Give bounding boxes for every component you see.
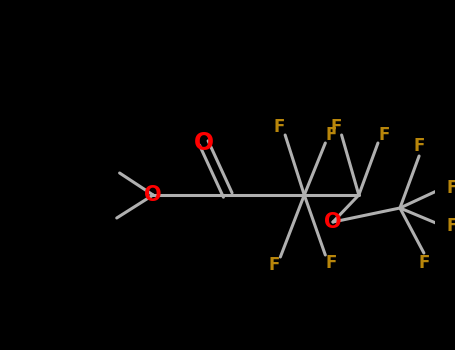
Text: F: F — [418, 254, 430, 272]
Text: F: F — [325, 254, 337, 272]
Text: F: F — [414, 137, 425, 155]
Text: O: O — [324, 212, 342, 232]
Text: F: F — [325, 126, 337, 144]
Text: F: F — [447, 217, 455, 235]
Text: O: O — [194, 131, 214, 155]
Text: F: F — [447, 179, 455, 197]
Text: F: F — [378, 126, 389, 144]
Text: F: F — [269, 256, 280, 274]
Text: O: O — [144, 185, 162, 205]
Text: F: F — [274, 118, 285, 136]
Text: F: F — [330, 118, 342, 136]
